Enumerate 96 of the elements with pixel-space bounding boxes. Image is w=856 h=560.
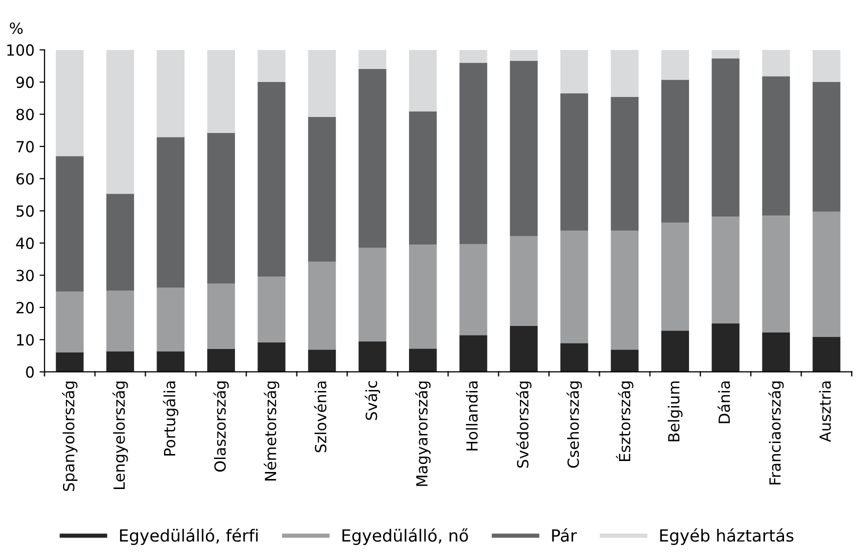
bar [308,50,336,117]
bar [560,230,588,344]
bar [812,50,840,82]
bar [358,50,386,69]
bar [106,194,134,291]
bar [258,82,286,277]
legend-label: Egyedülálló, nő [342,528,468,545]
bar [156,351,185,372]
bar [560,50,588,94]
bar [510,326,538,372]
bar [762,76,790,216]
bar [106,351,134,372]
y-tick-label: 50 [16,205,34,217]
bar [610,350,639,372]
x-tick-label: Csehország [566,382,582,468]
x-tick-label: Svédország [516,382,532,468]
legend-label: Egyedülálló, férfi [120,528,258,545]
x-tick-label: Németország [264,382,280,480]
bar [560,93,588,231]
bar [812,82,840,212]
bar [510,60,538,236]
bar [610,230,639,350]
bar [258,50,286,82]
bar [409,348,437,372]
bar [156,137,185,288]
bar [510,236,538,326]
x-tick-label: Magyarország [415,382,431,486]
y-axis-title: % [10,22,23,34]
bar [610,50,639,97]
bar [459,244,488,336]
bar [661,50,690,80]
legend-label: Egyéb háztartás [660,528,794,545]
bar [661,330,690,372]
x-tick-label: Ausztria [819,382,831,442]
bar [762,332,790,372]
bar [812,336,840,372]
bar [207,132,235,284]
bar [712,324,740,372]
bar [712,50,740,59]
bar [56,292,84,352]
bar [308,116,336,262]
bar [762,216,790,333]
bar [308,262,336,350]
bar [409,244,437,349]
x-tick-label: Franciaország [768,382,784,484]
y-tick-label: 80 [16,108,34,120]
bar [56,352,84,372]
bar [510,50,538,61]
x-tick-label: Észtország [616,382,634,461]
bar [56,156,84,292]
bar [459,62,488,244]
y-tick-label: 100 [7,44,34,56]
x-tick-label: Dánia [718,382,730,424]
bar [106,290,134,352]
bar [358,248,386,342]
bar [207,348,235,372]
bar [258,276,286,342]
bar [712,58,740,217]
x-tick-label: Szlovénia [314,382,326,452]
bar [812,212,840,337]
y-tick-label: 70 [16,140,34,152]
bar [661,80,690,223]
y-tick-label: 20 [16,302,34,314]
x-tick-label: Portugália [162,382,178,456]
bar [106,50,134,194]
bar [459,50,488,63]
y-tick-label: 40 [16,238,34,250]
bar [560,343,588,372]
x-tick-label: Hollandia [466,382,478,450]
legend-label: Pár [552,528,577,542]
bar [207,50,235,133]
bar [459,335,488,372]
bar [308,350,336,372]
bar [258,342,286,372]
bar [358,68,386,248]
bar [661,222,690,331]
bar [56,50,84,156]
bar [409,50,437,112]
x-tick-label: Svájc [364,381,380,420]
bar [762,50,790,76]
bar [207,284,235,349]
bar [610,96,639,231]
bar [358,341,386,372]
x-tick-label: Spanyolország [62,382,78,491]
y-tick-label: 10 [17,334,34,346]
bar [409,111,437,245]
y-tick-label: 90 [16,76,34,88]
y-tick-label: 0 [26,366,34,378]
y-tick-label: 30 [16,270,34,282]
bar [712,216,740,324]
x-tick-label: Lengyelország [112,382,128,490]
bar [156,288,185,352]
bar [156,50,185,138]
x-tick-label: Olaszország [213,382,229,472]
y-tick-label: 60 [16,173,34,185]
x-tick-label: Belgium [668,381,683,442]
